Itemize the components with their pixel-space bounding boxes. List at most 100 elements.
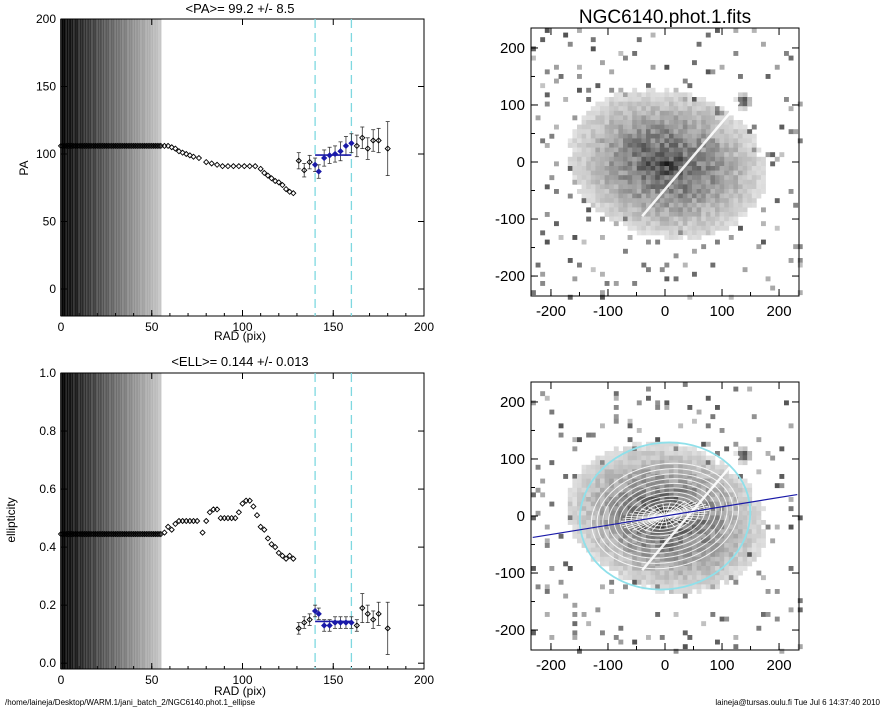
fit-pixel [636, 520, 642, 525]
img-pixel [719, 115, 725, 121]
fit-pixel [705, 460, 711, 466]
img-pixel [572, 170, 578, 176]
fit-pixel [586, 547, 592, 553]
fit-pixel [682, 579, 688, 585]
fit-pixel [715, 510, 720, 516]
fit-pixel [715, 501, 720, 507]
ell-data-point [203, 517, 210, 525]
fit-pixel [581, 474, 587, 479]
pa-x-tick-label: 150 [323, 320, 343, 334]
fit-pixel [586, 621, 592, 627]
fit-pixel [692, 575, 697, 581]
fit-pixel [627, 538, 633, 544]
img-pixel [646, 175, 651, 181]
fit-pixel [692, 492, 697, 498]
img-pixel [641, 166, 647, 171]
fit-pixel [577, 501, 582, 507]
fit-ellipse-spoke [664, 515, 690, 524]
fit-pixel [797, 515, 803, 521]
img-pixel [738, 138, 743, 144]
img-pixel [724, 175, 730, 181]
img-pixel [701, 202, 707, 208]
fit-pixel [724, 616, 730, 622]
fit-pixel [655, 446, 661, 452]
fit-pixel [797, 607, 803, 613]
fit-pixel [733, 533, 739, 539]
img-pixel [673, 97, 679, 102]
img-pixel [705, 207, 711, 213]
fit-pixel [678, 474, 684, 479]
img-pixel [613, 166, 619, 171]
fit-pixel [586, 524, 592, 530]
fit-pixel [636, 556, 642, 562]
fit-isophote [590, 462, 740, 570]
img-pixel [636, 189, 642, 194]
img-pixel [724, 110, 730, 116]
img-pixel [669, 212, 674, 217]
img-pixel [678, 207, 684, 213]
img-pixel [609, 115, 615, 121]
img-pixel [724, 120, 730, 125]
fit-pixel [659, 584, 665, 590]
img-pixel [673, 152, 679, 158]
fit-pixel [728, 478, 734, 484]
img-pixel [687, 212, 693, 217]
img-pixel [655, 101, 661, 107]
img-pixel [678, 92, 684, 98]
fit-pixel [673, 483, 679, 489]
img-pixel [728, 189, 734, 194]
fit-pixel [655, 483, 661, 489]
img-pixel [659, 166, 665, 171]
img-pixel [586, 138, 592, 144]
fit-pixel [655, 478, 661, 484]
fit-pixel [728, 501, 734, 507]
fit-pixel [641, 529, 647, 535]
fit-pixel [673, 506, 679, 512]
fit-pixel [696, 483, 702, 489]
fit-pixel [733, 524, 739, 530]
img-pixel [641, 156, 647, 162]
fit-pixel [692, 552, 697, 558]
fit-pixel [715, 533, 720, 539]
img-pixel [692, 221, 697, 227]
fit-pixel [710, 492, 716, 498]
img-pixel [623, 106, 628, 112]
img-pixel [687, 216, 693, 222]
img-pixel [535, 115, 541, 121]
fit-pixel [600, 423, 605, 429]
img-pixel [577, 179, 582, 185]
img-pixel [682, 106, 688, 112]
img-pixel [567, 161, 573, 167]
fit-pixel [682, 589, 688, 594]
img-pixel [572, 166, 578, 171]
img-pixel [609, 152, 615, 158]
fit-pixel [604, 524, 610, 530]
fit-pixel [733, 579, 739, 585]
fit-pixel [673, 441, 679, 447]
img-pixel [600, 179, 605, 185]
img-pixel [655, 124, 661, 130]
fit-pixel [738, 547, 743, 553]
img-pixel [664, 262, 670, 268]
fit-pixel [563, 474, 569, 479]
fit-pixel [747, 543, 753, 548]
fit-pixel [577, 483, 582, 489]
img-pixel [604, 129, 610, 135]
img-pixel [724, 189, 730, 194]
fit-pixel [659, 538, 665, 544]
fit-pixel [673, 579, 679, 585]
img-pixel [728, 152, 734, 158]
img-pixel [600, 124, 605, 130]
fit-pixel [577, 474, 582, 479]
img-pixel [655, 97, 661, 102]
img-pixel [682, 184, 688, 190]
fit-pixel [613, 529, 619, 535]
img-pixel [701, 166, 707, 171]
fit-pixel [627, 418, 633, 424]
fit-pixel [669, 575, 674, 581]
img-pixel [719, 161, 725, 167]
fit-pixel [756, 510, 762, 516]
img-pixel [710, 106, 716, 112]
fit-pixel [572, 487, 578, 493]
fit-pixel [728, 529, 734, 535]
